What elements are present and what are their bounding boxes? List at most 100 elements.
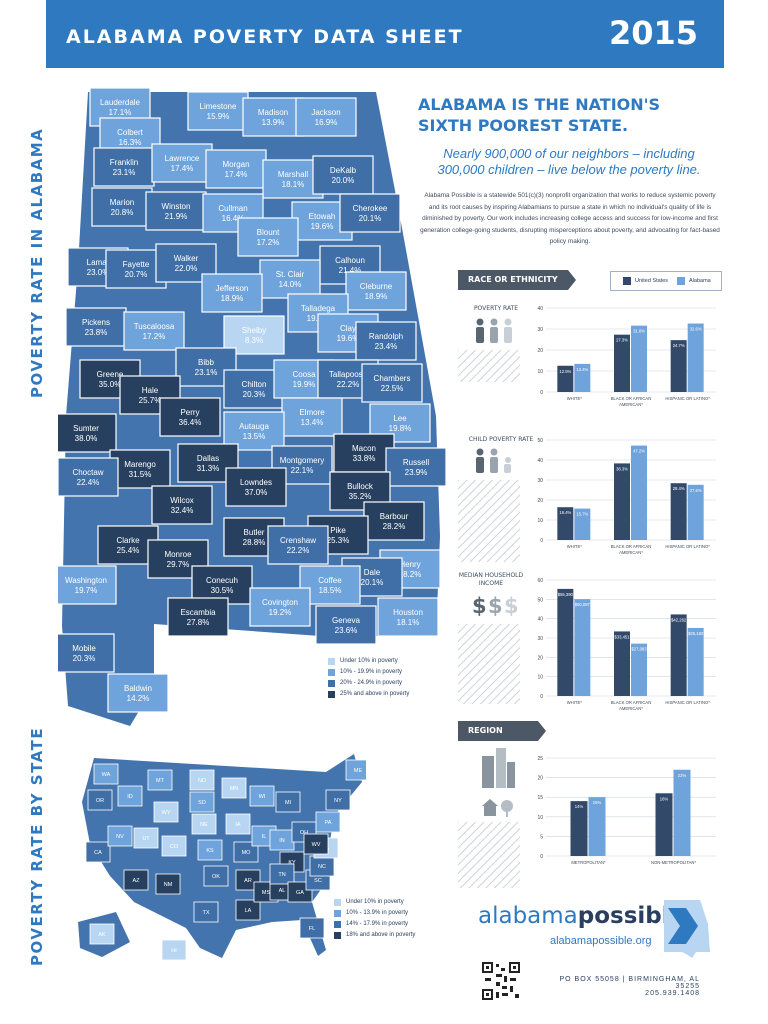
- y-tick-label: 10: [537, 815, 543, 821]
- state-me: ME: [345, 759, 366, 781]
- page-title: ALABAMA POVERTY DATA SHEET: [66, 26, 464, 48]
- state-label: TN: [278, 872, 285, 878]
- state-label: AL: [279, 888, 286, 894]
- state-or: OR: [87, 789, 113, 811]
- legend-label: Under 10% in poverty: [340, 658, 398, 664]
- county-name: Henry: [399, 560, 420, 569]
- county-name: Sumter: [73, 424, 99, 433]
- bar-value-label: 47.2%: [633, 449, 645, 454]
- county-rate: 22.2%: [287, 546, 310, 555]
- state-fill: [161, 835, 187, 857]
- county-fill: [339, 193, 401, 233]
- county-rate: 17.1%: [109, 108, 132, 117]
- y-tick-label: 40: [537, 458, 543, 464]
- category-label: HISPANIC OR LATINO*: [665, 396, 710, 401]
- county-rate: 20.1%: [359, 214, 382, 223]
- county-name: Winston: [162, 202, 191, 211]
- bar-al: [574, 508, 591, 540]
- state-label: GA: [296, 890, 304, 896]
- bar-al: [687, 323, 704, 392]
- county-name: Fayette: [123, 260, 150, 269]
- county-fill: [151, 485, 213, 525]
- state-sd: SD: [189, 791, 215, 813]
- legend-swatch: [334, 910, 341, 917]
- county-rate: 20.1%: [361, 578, 384, 587]
- brand-url[interactable]: alabamapossible.org: [550, 935, 652, 947]
- category-label: AMERICAN*: [619, 706, 643, 711]
- bar-value-label: $33,451: [614, 634, 630, 639]
- qr-code-icon[interactable]: [482, 962, 520, 1000]
- state-hi: HI: [161, 939, 187, 961]
- county-rate: 20.8%: [111, 208, 134, 217]
- state-label: MN: [230, 786, 239, 792]
- county-rate: 25.4%: [117, 546, 140, 555]
- svg-text:$: $: [472, 594, 487, 616]
- race-section-tag: RACE OR ETHNICITY: [458, 270, 576, 290]
- county-name: Monroe: [164, 550, 192, 559]
- county-rate: 18.9%: [221, 294, 244, 303]
- state-fill: [225, 813, 251, 835]
- county-name: Chambers: [374, 374, 411, 383]
- state-label: LA: [245, 908, 252, 914]
- state-ny: NY: [325, 789, 351, 811]
- county-fill: [361, 363, 423, 403]
- county-name: Dallas: [197, 454, 219, 463]
- state-fill: [89, 923, 115, 945]
- state-fill: [189, 769, 215, 791]
- chart-child-poverty: 0 10 20 30 40 50 16.4% 15.7% WHITE* 38.3% 47.2% BLA…: [537, 438, 716, 555]
- county-fill: [312, 155, 374, 195]
- year-label: 2015: [608, 14, 698, 52]
- county-rate: 22.4%: [77, 478, 100, 487]
- chart-region: 0 5 10 15 20 25 14% 15% METROPOLITAN* 16% 22% NON-M…: [537, 756, 716, 865]
- county-name: Houston: [393, 608, 423, 617]
- county-fill: [58, 413, 117, 453]
- county-fill: [93, 147, 155, 187]
- category-label: AMERICAN*: [619, 402, 643, 407]
- house-icon: [482, 799, 513, 817]
- headline-line-1: ALABAMA IS THE NATION'S: [418, 95, 661, 114]
- county-fill: [58, 633, 115, 673]
- county-name: Jackson: [311, 108, 340, 117]
- county-name: Escambia: [180, 608, 216, 617]
- bar-al: [631, 325, 647, 392]
- bar-value-label: $42,262: [671, 617, 687, 622]
- county-rate: 22.0%: [175, 264, 198, 273]
- brand-logo: alabamapossible: [478, 903, 685, 929]
- county-rate: 19.2%: [269, 608, 292, 617]
- county-rate: 19.9%: [293, 380, 316, 389]
- bar-value-label: 24.7%: [673, 343, 685, 348]
- county-name: Perry: [180, 408, 199, 417]
- state-fill: [303, 833, 329, 855]
- state-fill: [193, 901, 219, 923]
- county-fill: [363, 501, 425, 541]
- county-name: Covington: [262, 598, 298, 607]
- state-fill: [147, 769, 173, 791]
- county-rate: 20.3%: [73, 654, 96, 663]
- chart-poverty-rate: 0 10 20 30 40 12.5% 13.4% WHITE* 27.3% 31.6% BLACK…: [537, 306, 716, 407]
- bar-value-label: $35,183: [688, 631, 704, 636]
- bar-value-label: 12.5%: [559, 369, 571, 374]
- state-label: TX: [202, 910, 209, 916]
- county-rate: 20.7%: [125, 270, 148, 279]
- state-ia: IA: [225, 813, 251, 835]
- county-fill: [151, 143, 213, 183]
- bar-al: [631, 445, 647, 540]
- state-label: AZ: [132, 878, 140, 884]
- county-fill: [237, 217, 299, 257]
- description: Alabama Possible is a statewide 501(c)(3…: [420, 192, 720, 245]
- category-label: BLACK OR AFRICAN: [611, 544, 652, 549]
- state-label: MO: [242, 850, 252, 856]
- county-fill: [315, 605, 377, 645]
- state-az: AZ: [123, 869, 149, 891]
